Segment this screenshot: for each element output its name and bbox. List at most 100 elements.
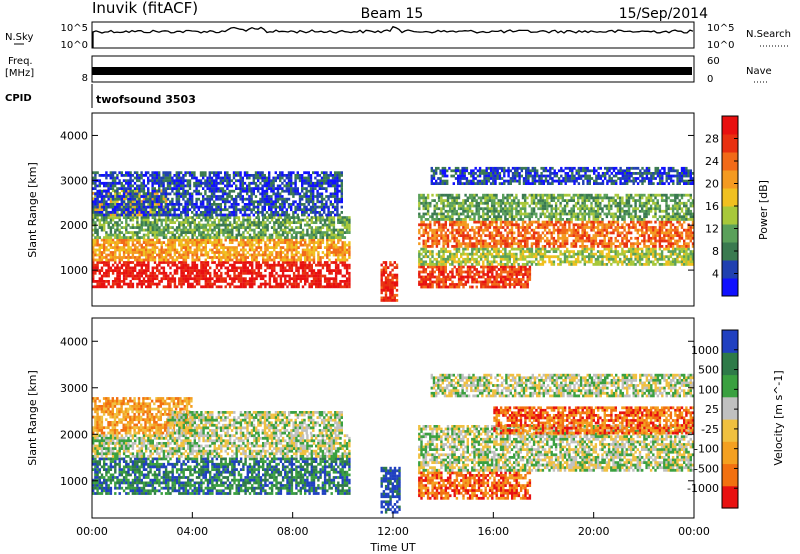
data-cell — [596, 255, 600, 259]
data-cell — [453, 285, 456, 289]
data-cell — [246, 218, 249, 222]
data-cell — [180, 274, 183, 278]
data-cell — [233, 248, 236, 252]
data-cell — [224, 171, 227, 175]
data-cell — [158, 280, 161, 283]
data-cell — [251, 266, 254, 270]
data-cell — [248, 285, 252, 289]
data-cell — [246, 238, 249, 242]
freq-trace — [92, 67, 692, 75]
data-cell — [156, 218, 159, 222]
data-cell — [257, 269, 260, 272]
data-cell — [674, 260, 677, 264]
data-cell — [145, 280, 148, 283]
data-cell — [312, 200, 315, 204]
data-cell — [295, 269, 298, 272]
data-cell — [147, 179, 150, 183]
data-cell — [220, 223, 223, 227]
data-cell — [321, 274, 325, 278]
data-cell — [103, 243, 106, 247]
data-cell — [177, 184, 181, 188]
data-cell — [332, 246, 336, 249]
data-cell — [242, 216, 245, 219]
data-cell — [632, 263, 635, 266]
data-cell — [308, 236, 311, 239]
data-cell — [279, 174, 282, 177]
data-cell — [475, 257, 478, 261]
data-cell — [314, 176, 317, 180]
cpid-panel: CPID twofsound 3503 — [5, 84, 196, 108]
data-cell — [321, 241, 325, 244]
data-cell — [147, 223, 150, 227]
data-cell — [336, 192, 339, 196]
data-cell — [239, 248, 243, 252]
data-cell — [171, 218, 174, 222]
data-cell — [114, 266, 117, 270]
data-cell — [328, 269, 331, 272]
data-cell — [129, 231, 132, 234]
data-cell — [109, 258, 113, 262]
data-cell — [105, 216, 108, 219]
data-cell — [215, 233, 219, 237]
data-cell — [206, 184, 209, 188]
data-cell — [107, 192, 110, 195]
data-cell — [164, 274, 168, 278]
data-cell — [286, 226, 289, 229]
data-cell — [244, 263, 247, 267]
data-cell — [182, 274, 185, 278]
data-cell — [303, 176, 306, 180]
data-cell — [251, 223, 254, 227]
data-cell — [273, 274, 276, 278]
data-cell — [265, 179, 269, 183]
data-cell — [596, 263, 600, 266]
data-cell — [209, 256, 212, 259]
data-cell — [317, 246, 320, 249]
data-cell — [246, 197, 249, 201]
data-cell — [614, 250, 617, 253]
data-cell — [340, 192, 343, 196]
data-cell — [151, 241, 154, 244]
data-cell — [151, 187, 154, 190]
data-cell — [195, 258, 199, 262]
data-cell — [348, 241, 351, 244]
data-cell — [304, 258, 307, 262]
data-cell — [323, 253, 327, 257]
data-cell — [171, 256, 174, 259]
data-cell — [204, 208, 207, 212]
data-cell — [171, 213, 174, 217]
data-cell — [98, 282, 101, 286]
data-cell — [440, 270, 443, 274]
data-cell — [193, 233, 196, 237]
data-cell — [460, 252, 463, 256]
data-cell — [147, 194, 150, 198]
data-cell — [94, 271, 97, 275]
data-cell — [490, 252, 494, 256]
data-cell — [228, 184, 231, 188]
data-cell — [228, 179, 231, 183]
data-cell — [149, 277, 152, 281]
data-cell — [131, 216, 135, 219]
data-cell — [105, 256, 108, 259]
data-cell — [307, 203, 310, 206]
data-cell — [612, 250, 615, 253]
data-cell — [237, 271, 241, 275]
data-cell — [217, 261, 221, 264]
data-cell — [145, 266, 148, 270]
data-cell — [486, 283, 490, 286]
data-cell — [109, 236, 113, 239]
data-cell — [184, 266, 188, 270]
data-cell — [477, 270, 481, 274]
data-cell — [298, 174, 302, 177]
data-cell — [318, 179, 321, 183]
data-cell — [306, 280, 309, 283]
data-cell — [164, 226, 168, 229]
data-cell — [142, 271, 146, 275]
data-cell — [204, 171, 207, 175]
data-cell — [252, 208, 255, 212]
data-cell — [105, 274, 108, 278]
data-cell — [142, 184, 145, 188]
data-cell — [153, 226, 157, 229]
data-cell — [257, 223, 260, 227]
data-cell — [275, 233, 278, 237]
data-cell — [451, 275, 454, 279]
